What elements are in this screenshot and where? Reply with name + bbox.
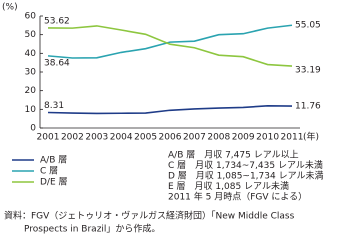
y-tick-label: 30 bbox=[25, 68, 37, 78]
x-tick-label: 2003 bbox=[85, 133, 108, 143]
data-label: 53.62 bbox=[44, 16, 70, 26]
y-tick-label: 0 bbox=[30, 124, 36, 134]
x-tick-label: 2001 bbox=[37, 133, 60, 143]
source: Prospects in Brazil」から作成。 bbox=[24, 223, 160, 235]
note: A/B 層 月収 7,475 レアル以上 bbox=[168, 149, 299, 161]
x-axis-label: (年) bbox=[303, 131, 319, 143]
line bbox=[47, 104, 293, 115]
legend-label: A/B 層 bbox=[40, 155, 67, 166]
y-tick-label: 40 bbox=[25, 49, 37, 59]
x-tick-label: 2004 bbox=[110, 133, 133, 143]
line bbox=[47, 24, 293, 59]
note: C 層 月収 1,734~7,435 レアル未満 bbox=[168, 159, 323, 171]
note: D 層 月収 1,085~1,734 レアル未満 bbox=[168, 170, 324, 182]
y-tick-label: 10 bbox=[25, 105, 37, 115]
line bbox=[47, 25, 293, 67]
x-tick-label: 2007 bbox=[183, 133, 206, 143]
x-tick-label: 2009 bbox=[232, 133, 255, 143]
x-tick-label: 2010 bbox=[256, 133, 279, 143]
data-label: 8.31 bbox=[44, 101, 64, 111]
y-tick-label: 20 bbox=[25, 86, 37, 96]
note: 2011 年 5 月時点（FGV による） bbox=[168, 191, 307, 203]
legend-label: C 層 bbox=[40, 166, 58, 177]
y-tick-label: 60 bbox=[25, 12, 37, 22]
note: E 層 月収 1,085 レアル未満 bbox=[168, 180, 289, 192]
legend-label: D/E 層 bbox=[40, 177, 68, 188]
data-label: 38.64 bbox=[44, 58, 70, 68]
data-label: 11.76 bbox=[295, 102, 321, 112]
x-tick-label: 2006 bbox=[159, 133, 182, 143]
data-label: 33.19 bbox=[295, 66, 321, 76]
source: 資料：FGV（ジェトゥリオ・ヴァルガス経済財団）「New Middle Clas… bbox=[4, 210, 295, 222]
y-axis-label: (%) bbox=[2, 3, 18, 13]
x-tick-label: 2011 bbox=[281, 133, 304, 143]
x-tick-label: 2008 bbox=[207, 133, 230, 143]
x-tick-label: 2002 bbox=[61, 133, 84, 143]
x-tick-label: 2005 bbox=[134, 133, 157, 143]
data-label: 55.05 bbox=[295, 21, 321, 31]
y-tick-label: 50 bbox=[25, 30, 37, 40]
